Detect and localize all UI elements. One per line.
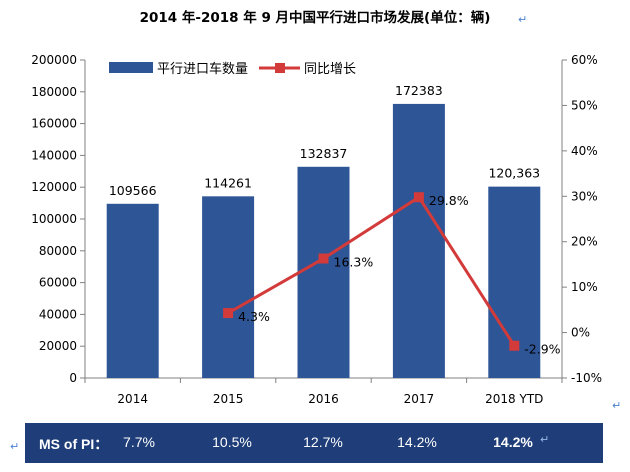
growth-marker-2018-ytd <box>509 340 520 351</box>
right-axis-tick-label: 20% <box>571 235 598 249</box>
x-axis-tick-label: 2018 YTD <box>485 392 543 406</box>
left-axis-tick-label: 0 <box>69 371 77 385</box>
right-axis-tick-label: 30% <box>571 189 598 203</box>
band-return-mark: ↵ <box>540 434 550 446</box>
left-axis-tick-label: 80000 <box>39 244 77 258</box>
growth-marker-2017 <box>413 192 424 203</box>
market-share-2018: 14.2% <box>493 434 533 450</box>
axes: 0 20000 40000 60000 80000 100000 120000 140000 1… <box>31 53 602 406</box>
right-axis-tick-label: 60% <box>571 53 598 67</box>
bar-value-label: 109566 <box>109 183 157 198</box>
right-axis-tick-label: 40% <box>571 144 598 158</box>
left-axis-tick-label: 100000 <box>31 212 77 226</box>
left-axis-tick-label: 20000 <box>39 339 77 353</box>
right-axis-tick-label: 50% <box>571 98 598 112</box>
market-share-2016: 12.7% <box>303 434 343 450</box>
right-axis-tick-label: 0% <box>571 326 590 340</box>
bar-2016 <box>297 166 350 378</box>
growth-marker-2015 <box>223 308 234 319</box>
right-axis-tick-label: -10% <box>571 371 602 385</box>
legend: 平行进口车数量 同比增长 <box>109 61 356 77</box>
right-axis-tick-label: 10% <box>571 280 598 294</box>
bar-value-label: 172383 <box>395 83 443 98</box>
x-axis-tick-label: 2017 <box>404 392 435 406</box>
legend-label-bars: 平行进口车数量 <box>157 61 248 77</box>
left-axis-tick-label: 40000 <box>39 307 77 321</box>
market-share-2014: 7.7% <box>123 434 155 450</box>
bar-value-label: 120,363 <box>488 166 540 181</box>
growth-value-label: -2.9% <box>524 342 560 357</box>
bar-value-label: 114261 <box>204 175 252 190</box>
growth-line-series <box>223 192 520 351</box>
left-axis-tick-label: 120000 <box>31 180 77 194</box>
x-axis-tick-label: 2014 <box>117 392 148 406</box>
axis-return-mark: ↵ <box>612 399 621 412</box>
market-share-2015: 10.5% <box>212 434 252 450</box>
bar-value-label: 132837 <box>300 146 348 161</box>
bar-2017 <box>392 103 445 378</box>
left-axis-tick-label: 60000 <box>39 276 77 290</box>
bar-series <box>106 103 541 378</box>
left-axis-tick-label: 140000 <box>31 148 77 162</box>
growth-value-label: 16.3% <box>334 255 374 270</box>
left-axis-tick-label: 160000 <box>31 117 77 131</box>
legend-marker-growth <box>275 63 285 73</box>
chart-title: 2014 年-2018 年 9 月中国平行进口市场发展(单位：辆) <box>140 9 491 26</box>
growth-line <box>227 195 516 347</box>
combo-chart: 2014 年-2018 年 9 月中国平行进口市场发展(单位：辆) ↵ 平行进口… <box>31 9 621 412</box>
title-return-mark: ↵ <box>518 13 527 26</box>
data-labels: 109566 114261 132837 172383 120,363 4.3% 16.3%… <box>109 83 561 357</box>
bar-2015 <box>202 196 255 378</box>
bar-2014 <box>106 203 159 378</box>
x-axis-tick-label: 2015 <box>213 392 244 406</box>
market-share-band: MS of PI： 7.7% 10.5% 12.7% 14.2% 14.2% ↵ <box>25 423 603 463</box>
market-share-label: MS of PI： <box>39 436 109 452</box>
legend-swatch-bars <box>109 62 153 73</box>
growth-marker-2016 <box>318 253 329 264</box>
band-left-return-mark: ↵ <box>10 440 20 453</box>
growth-value-label: 4.3% <box>238 309 270 324</box>
growth-value-label: 29.8% <box>429 193 469 208</box>
left-axis-tick-label: 180000 <box>31 85 77 99</box>
left-axis-tick-label: 200000 <box>31 53 77 67</box>
x-axis-tick-label: 2016 <box>308 392 339 406</box>
market-share-2017: 14.2% <box>397 434 437 450</box>
legend-label-growth: 同比增长 <box>304 62 356 77</box>
